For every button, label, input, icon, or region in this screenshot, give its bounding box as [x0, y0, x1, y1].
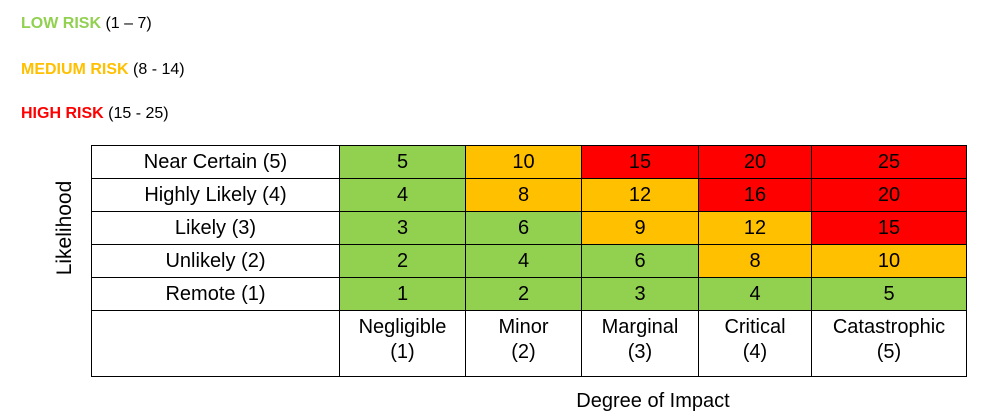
impact-score: (2): [511, 341, 536, 363]
risk-score-cell: 6: [581, 244, 699, 278]
risk-score-cell: 2: [339, 244, 466, 278]
empty-corner-cell: [91, 310, 340, 377]
impact-label: Catastrophic: [832, 316, 946, 338]
risk-matrix-table: Near Certain (5) 5 10 15 20 25 Highly Likely (…: [91, 145, 967, 377]
risk-score-cell: 20: [698, 145, 812, 179]
impact-score: (1): [390, 341, 415, 363]
legend-medium-risk-range: (8 - 14): [133, 61, 185, 78]
impact-label-cell: Negligible (1): [339, 310, 466, 377]
risk-score-cell: 15: [581, 145, 699, 179]
risk-score-cell: 5: [811, 277, 967, 311]
legend-medium-risk-name: MEDIUM RISK: [21, 61, 129, 78]
legend-high-risk-range: (15 - 25): [108, 105, 169, 122]
likelihood-row: Near Certain (5) 5 10 15 20 25: [91, 145, 967, 179]
likelihood-label: Near Certain (5): [91, 145, 340, 179]
likelihood-axis-label: Likelihood: [53, 180, 76, 276]
risk-score-cell: 25: [811, 145, 967, 179]
risk-score-cell: 8: [465, 178, 582, 212]
likelihood-row: Unlikely (2) 2 4 6 8 10: [91, 244, 967, 278]
impact-score: (3): [627, 341, 653, 363]
risk-score-cell: 12: [581, 178, 699, 212]
impact-row: Negligible (1) Minor (2) Marginal (3) Critical…: [91, 310, 967, 377]
likelihood-label: Likely (3): [91, 211, 340, 245]
impact-label-cell: Catastrophic (5): [811, 310, 967, 377]
risk-score-cell: 8: [698, 244, 812, 278]
risk-score-cell: 10: [465, 145, 582, 179]
legend-medium-risk: MEDIUM RISK (8 - 14): [21, 61, 185, 79]
likelihood-row: Highly Likely (4) 4 8 12 16 20: [91, 178, 967, 212]
impact-score: (4): [742, 341, 768, 363]
likelihood-label: Highly Likely (4): [91, 178, 340, 212]
likelihood-row: Likely (3) 3 6 9 12 15: [91, 211, 967, 245]
risk-score-cell: 6: [465, 211, 582, 245]
risk-score-cell: 3: [581, 277, 699, 311]
legend-low-risk-range: (1 – 7): [105, 15, 152, 32]
risk-score-cell: 2: [465, 277, 582, 311]
risk-score-cell: 5: [339, 145, 466, 179]
likelihood-label: Remote (1): [91, 277, 340, 311]
risk-matrix-body: Near Certain (5) 5 10 15 20 25 Highly Likely (…: [91, 145, 967, 377]
risk-score-cell: 3: [339, 211, 466, 245]
risk-score-cell: 4: [465, 244, 582, 278]
likelihood-label: Unlikely (2): [91, 244, 340, 278]
legend-low-risk: LOW RISK (1 – 7): [21, 15, 152, 33]
risk-score-cell: 4: [698, 277, 812, 311]
impact-label: Critical: [724, 316, 786, 338]
impact-axis-label: Degree of Impact: [576, 390, 730, 412]
impact-label-cell: Minor (2): [465, 310, 582, 377]
impact-score: (5): [876, 341, 902, 363]
risk-score-cell: 15: [811, 211, 967, 245]
risk-score-cell: 20: [811, 178, 967, 212]
likelihood-row: Remote (1) 1 2 3 4 5: [91, 277, 967, 311]
impact-label-cell: Marginal (3): [581, 310, 699, 377]
legend-high-risk-name: HIGH RISK: [21, 105, 104, 122]
risk-score-cell: 10: [811, 244, 967, 278]
legend-low-risk-name: LOW RISK: [21, 15, 101, 32]
impact-label: Negligible: [358, 316, 447, 338]
impact-label: Minor: [498, 316, 549, 338]
risk-score-cell: 12: [698, 211, 812, 245]
legend-high-risk: HIGH RISK (15 - 25): [21, 105, 169, 123]
risk-score-cell: 1: [339, 277, 466, 311]
impact-label-cell: Critical (4): [698, 310, 812, 377]
impact-label: Marginal: [601, 316, 679, 338]
risk-score-cell: 4: [339, 178, 466, 212]
risk-score-cell: 16: [698, 178, 812, 212]
risk-score-cell: 9: [581, 211, 699, 245]
